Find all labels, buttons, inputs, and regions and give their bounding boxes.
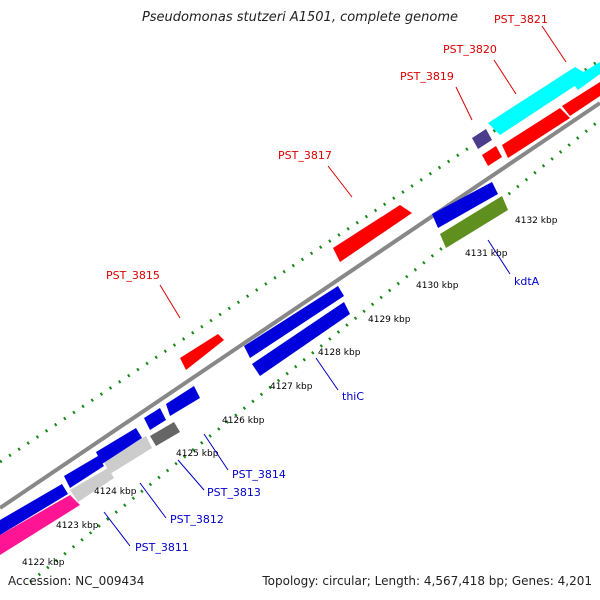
leader-pst3819: [455, 86, 473, 121]
gene-pst3815-shape[interactable]: [180, 334, 224, 370]
accession-label: Accession: NC_009434: [8, 574, 145, 588]
gene-pst3821-shape[interactable]: [502, 108, 570, 158]
gene-blue5-shape[interactable]: [166, 386, 200, 416]
gene-pst3820-shape[interactable]: [488, 67, 590, 135]
gene-kdta-shape[interactable]: [440, 196, 508, 248]
genome-title: Pseudomonas stutzeri A1501, complete gen…: [141, 10, 459, 25]
leader-kdta: [487, 239, 511, 275]
leader-pst3814: [203, 433, 229, 471]
tick-label: 4132 kbp: [515, 216, 558, 226]
tick-label: 4122 kbp: [22, 558, 65, 568]
label-pst3820[interactable]: PST_3820: [443, 43, 497, 56]
genome-backbone: [0, 101, 600, 510]
tick-label: 4129 kbp: [368, 315, 411, 325]
gene-pst3814-shape[interactable]: [150, 422, 180, 446]
gene-thic-shape[interactable]: [252, 302, 350, 376]
gene-blue4-shape[interactable]: [144, 408, 166, 430]
gene-blue7-shape[interactable]: [432, 182, 498, 228]
tick-label: 4130 kbp: [416, 281, 459, 291]
label-pst3811[interactable]: PST_3811: [135, 541, 189, 554]
label-pst3813[interactable]: PST_3813: [207, 486, 261, 499]
label-pst3821[interactable]: PST_3821: [494, 13, 548, 26]
gene-pst3812-shape[interactable]: [70, 468, 114, 502]
tick-label: 4131 kbp: [465, 249, 508, 259]
leader-pst3815: [159, 284, 181, 319]
leader-thic: [315, 357, 339, 391]
gene-left-blue2-shape[interactable]: [64, 456, 104, 488]
label-pst3812[interactable]: PST_3812: [170, 513, 224, 526]
leader-pst3820: [493, 59, 517, 95]
gene-left-blue-shape[interactable]: [0, 484, 68, 535]
label-pst3814[interactable]: PST_3814: [232, 468, 286, 481]
label-thic[interactable]: thiC: [342, 390, 364, 403]
leader-pst3811: [103, 511, 131, 547]
inner-tick-track: [29, 118, 600, 584]
gene-pst3821b-shape[interactable]: [562, 82, 600, 116]
gene-pst3817-shape[interactable]: [333, 205, 412, 262]
label-pst3815[interactable]: PST_3815: [106, 269, 160, 282]
gene-blue6-shape[interactable]: [244, 286, 344, 358]
tick-label: 4125 kbp: [176, 449, 219, 459]
gene-pst3813-shape[interactable]: [104, 436, 152, 474]
label-pst3819[interactable]: PST_3819: [400, 70, 454, 83]
label-kdta[interactable]: kdtA: [514, 275, 540, 288]
leader-pst3821: [541, 25, 567, 63]
gene-pst3819-shape[interactable]: [472, 129, 492, 149]
gene-pst3820b-shape[interactable]: [482, 146, 502, 166]
tick-label: 4128 kbp: [318, 348, 361, 358]
tick-label: 4123 kbp: [56, 521, 99, 531]
label-pst3817[interactable]: PST_3817: [278, 149, 332, 162]
gene-pst3811-shape[interactable]: [0, 495, 80, 555]
tick-label: 4127 kbp: [270, 382, 313, 392]
tick-label: 4124 kbp: [94, 487, 137, 497]
leader-pst3813: [177, 459, 205, 491]
leader-pst3817: [327, 165, 353, 198]
leader-pst3812: [139, 482, 167, 519]
gene-blue3-shape[interactable]: [96, 428, 142, 464]
genome-summary: Topology: circular; Length: 4,567,418 bp…: [262, 574, 592, 588]
gene-top-tail-shape[interactable]: [570, 62, 600, 90]
tick-label: 4126 kbp: [222, 416, 265, 426]
